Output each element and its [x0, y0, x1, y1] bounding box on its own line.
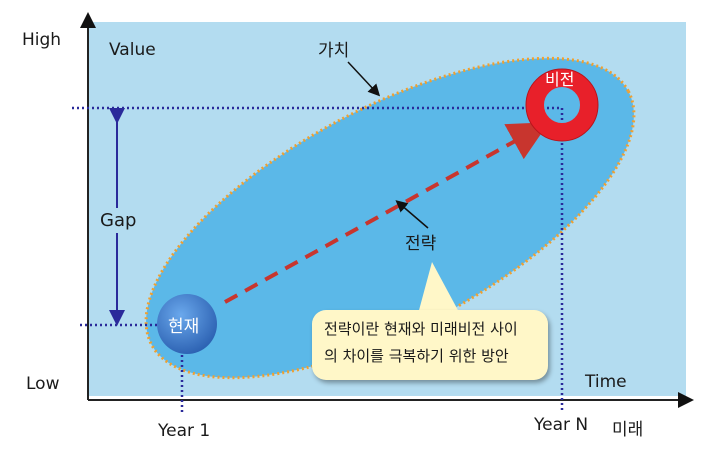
- value-pointer-arrow: [347, 61, 381, 97]
- vision-ring-edge: [525, 68, 599, 142]
- x-future-label: 미래: [612, 420, 644, 440]
- callout-tail: [418, 262, 460, 314]
- callout-line-1: 전략이란 현재와 미래비전 사이: [324, 320, 518, 338]
- x-yearn-label: Year N: [534, 415, 589, 435]
- vision-ring: [526, 69, 598, 141]
- x-time-label: Time: [585, 372, 627, 392]
- y-high-label: High: [22, 30, 62, 50]
- value-kr-label: 가치: [318, 41, 350, 61]
- strategy-callout: 전략이란 현재와 미래비전 사이 의 차이를 극복하기 위한 방안: [312, 310, 548, 380]
- current-circle: [157, 294, 217, 354]
- strategy-pointer-arrow: [395, 200, 429, 229]
- vision-label: 비전: [545, 70, 575, 89]
- callout-line-2: 의 차이를 극복하기 위한 방안: [324, 347, 509, 365]
- gap-label: Gap: [100, 208, 137, 233]
- x-year1-label: Year 1: [158, 421, 211, 441]
- strategy-arrow: [224, 122, 549, 304]
- value-label: Value: [109, 40, 156, 60]
- current-label: 현재: [168, 317, 200, 337]
- strategy-label: 전략: [405, 234, 437, 254]
- y-low-label: Low: [26, 374, 60, 394]
